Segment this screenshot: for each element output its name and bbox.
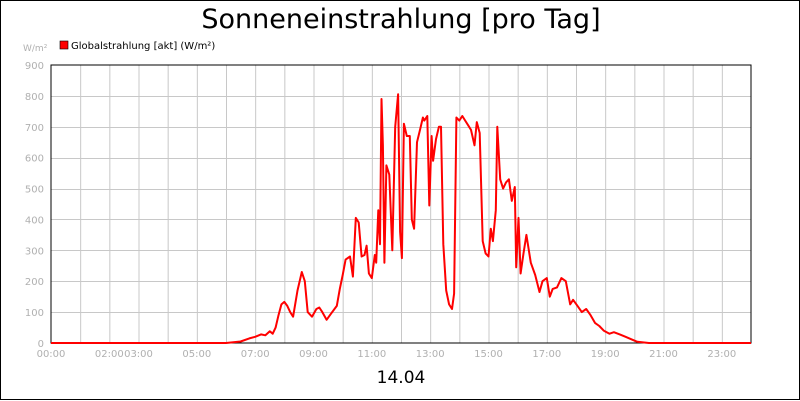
x-tick-label: 19:00 (591, 349, 620, 360)
legend: Globalstrahlung [akt] (W/m²) (59, 40, 215, 52)
x-tick-label: 05:00 (182, 349, 211, 360)
grid-layer (51, 65, 751, 343)
date-label: 14.04 (376, 368, 426, 388)
legend-swatch (59, 40, 69, 50)
y-tick-label: 600 (25, 154, 44, 165)
x-tick-label: 07:00 (241, 349, 270, 360)
legend-label: Globalstrahlung [akt] (W/m²) (71, 41, 215, 52)
y-tick-label: 900 (25, 61, 44, 72)
y-axis-unit-label: W/m² (23, 44, 48, 54)
y-tick-label: 300 (25, 246, 44, 257)
series-line-0 (51, 93, 751, 344)
chart-title: Sonneneinstrahlung [pro Tag] (201, 4, 601, 35)
x-tick-label: 13:00 (416, 349, 445, 360)
x-tick-label: 21:00 (649, 349, 678, 360)
plot-area (50, 64, 752, 344)
y-tick-label: 800 (25, 92, 44, 103)
x-tick-label: 02:00 (95, 349, 124, 360)
x-tick-label: 11:00 (357, 349, 386, 360)
series-layer (51, 93, 751, 344)
y-tick-label: 200 (25, 277, 44, 288)
y-tick-label: 500 (25, 185, 44, 196)
x-tick-label: 03:00 (124, 349, 153, 360)
x-tick-label: 17:00 (532, 349, 561, 360)
y-tick-label: 400 (25, 215, 44, 226)
x-tick-label: 15:00 (474, 349, 503, 360)
y-tick-label: 0 (38, 339, 44, 350)
y-axis-ticks: 0 100 200 300 400 500 600 700 800 900 (25, 61, 44, 350)
y-tick-label: 100 (25, 308, 44, 319)
x-axis-ticks: 00:00 02:00 03:00 05:00 07:00 09:00 11:00 13:00… (37, 349, 737, 360)
y-tick-label: 700 (25, 123, 44, 134)
x-tick-label: 23:00 (707, 349, 736, 360)
x-tick-label: 00:00 (37, 349, 66, 360)
x-tick-label: 09:00 (299, 349, 328, 360)
